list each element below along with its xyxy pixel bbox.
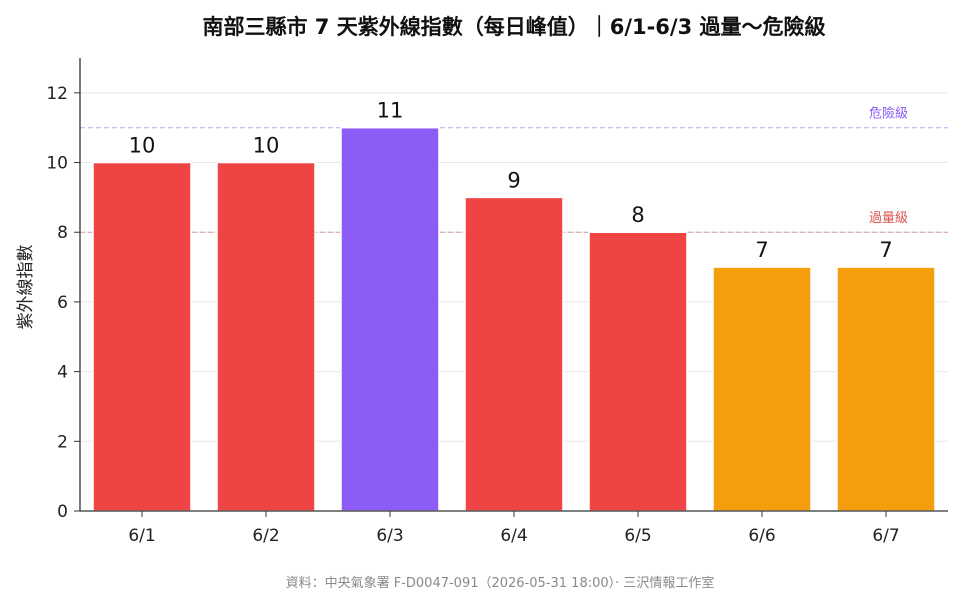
data-label-5: 7 bbox=[755, 238, 768, 262]
bar-3 bbox=[464, 196, 564, 512]
y-tick-label-12: 12 bbox=[46, 84, 68, 104]
bars: 10 10 11 9 8 7 7 bbox=[92, 99, 936, 512]
x-tick-label-0: 6/1 bbox=[128, 526, 155, 546]
bar-4 bbox=[588, 231, 688, 512]
x-tick-label-6: 6/7 bbox=[872, 526, 899, 546]
y-tick-label-10: 10 bbox=[46, 154, 68, 174]
bar-1 bbox=[216, 161, 316, 512]
bar-6 bbox=[836, 266, 936, 512]
bar-0 bbox=[92, 161, 192, 512]
x-tick-label-2: 6/3 bbox=[376, 526, 403, 546]
source-note: 資料：中央氣象署 F-D0047-091（2026-05-31 18:00）· … bbox=[286, 575, 715, 591]
x-tick-label-5: 6/6 bbox=[748, 526, 775, 546]
data-label-0: 10 bbox=[129, 134, 156, 158]
y-axis-label: 紫外線指數 bbox=[16, 245, 36, 330]
axes: 0 2 4 6 8 10 12 6/1 6/2 6/3 6/4 6/5 6/6 6/7 bbox=[46, 58, 948, 546]
reference-label-1: 過量級 bbox=[869, 211, 908, 226]
y-tick-label-8: 8 bbox=[57, 223, 68, 243]
reference-label-0: 危險級 bbox=[869, 107, 908, 122]
data-label-3: 9 bbox=[507, 168, 520, 192]
data-label-1: 10 bbox=[253, 134, 280, 158]
data-label-6: 7 bbox=[879, 238, 892, 262]
data-label-2: 11 bbox=[377, 99, 404, 123]
y-tick-label-6: 6 bbox=[57, 293, 68, 313]
y-tick-label-2: 2 bbox=[57, 432, 68, 452]
x-tick-label-3: 6/4 bbox=[500, 526, 527, 546]
x-tick-label-1: 6/2 bbox=[252, 526, 279, 546]
y-tick-label-0: 0 bbox=[57, 502, 68, 522]
x-tick-label-4: 6/5 bbox=[624, 526, 651, 546]
chart-title: 南部三縣市 7 天紫外線指數（每日峰值）｜6/1-6/3 過量～危險級 bbox=[202, 15, 825, 39]
y-tick-label-4: 4 bbox=[57, 363, 68, 383]
data-label-4: 8 bbox=[631, 203, 644, 227]
bar-2 bbox=[340, 126, 440, 512]
bar-5 bbox=[712, 266, 812, 512]
